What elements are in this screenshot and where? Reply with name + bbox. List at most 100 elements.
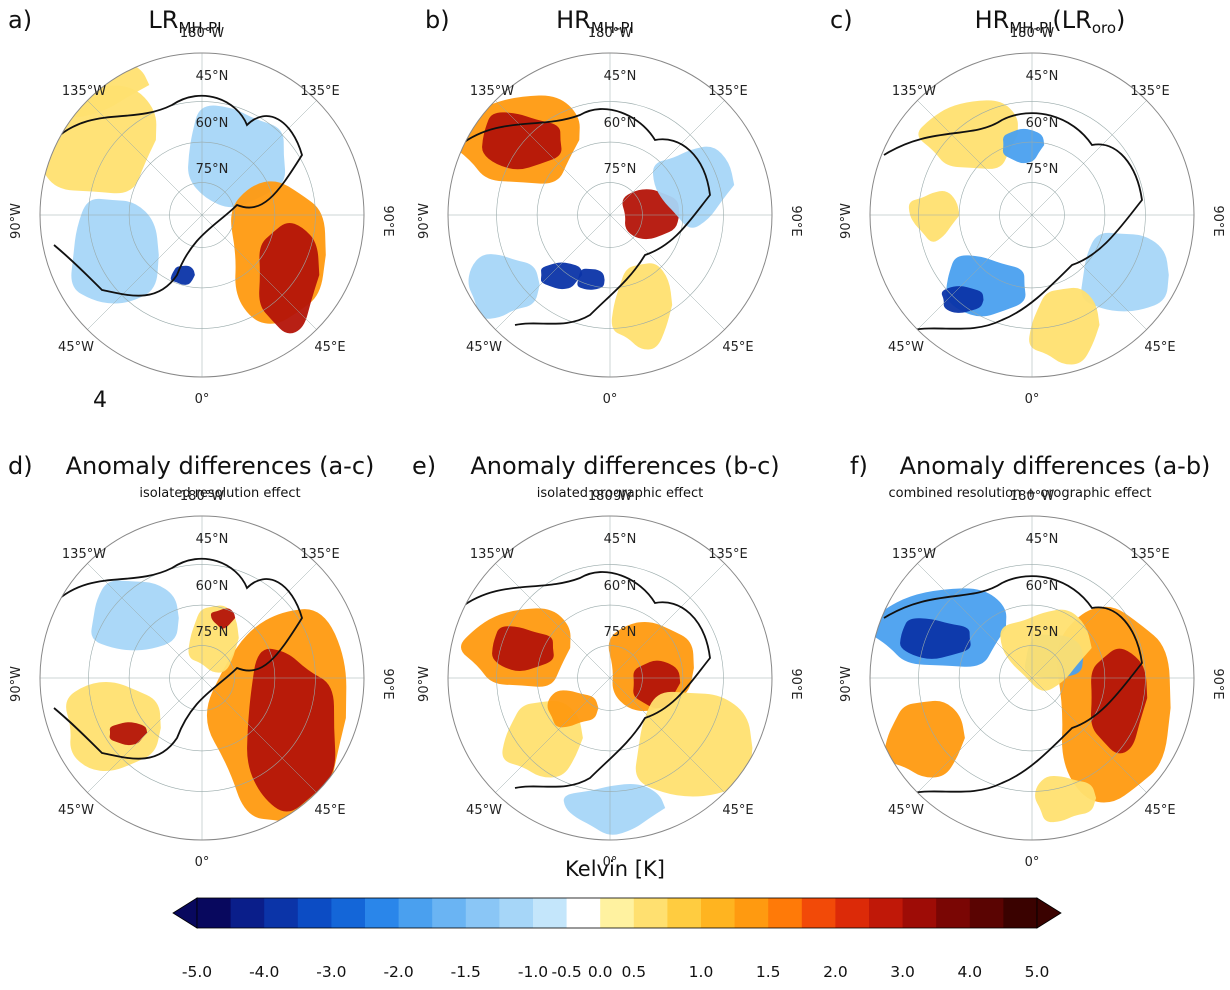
latitude-label: 60°N <box>604 116 637 131</box>
grid-label-bottom: 0° <box>1025 392 1040 407</box>
colorbar-tick-label: 3.0 <box>890 963 915 981</box>
meridian-line <box>201 214 317 330</box>
anomaly-patch <box>577 268 605 290</box>
colorbar-extend-low <box>172 897 198 929</box>
meridian-line <box>917 100 1033 216</box>
colorbar-swatch <box>264 898 299 928</box>
grid-label-top: 180°W <box>1010 26 1054 41</box>
panel-e-title: Anomaly differences (b-c) <box>470 452 780 480</box>
meridian-line <box>609 100 725 216</box>
anomaly-patch <box>1029 287 1100 365</box>
grid-label-right: 90°E <box>1210 205 1225 236</box>
colorbar-tick-label: 4.0 <box>957 963 983 981</box>
colorbar-swatch <box>667 898 702 928</box>
colorbar-tick-label: -3.0 <box>316 963 347 981</box>
colorbar-tick-label: -0.5 <box>551 963 582 981</box>
anomaly-patch <box>900 618 971 659</box>
grid-label-right: 90°E <box>788 668 803 699</box>
anomaly-patch <box>468 254 540 319</box>
panel-a-letter: a) <box>8 6 33 34</box>
colorbar-swatch <box>230 898 265 928</box>
panel-e-letter: e) <box>412 452 437 480</box>
grid-label-top: 180°W <box>1010 489 1054 504</box>
colorbar-tick-label: -2.0 <box>383 963 414 981</box>
map-border <box>447 515 773 841</box>
map-border <box>869 52 1195 378</box>
colorbar-swatch <box>398 898 433 928</box>
meridian-line <box>495 214 611 330</box>
panel-b-title: HRMH-PI <box>556 6 634 37</box>
grid-label-bl: 45°W <box>58 803 94 818</box>
colorbar-tick-label: -1.0 <box>517 963 549 981</box>
grid-label-br: 45°E <box>1144 803 1175 818</box>
colorbar-swatch <box>701 898 736 928</box>
latitude-label: 45°N <box>604 69 637 84</box>
colorbar-swatch <box>197 898 232 928</box>
grid-label-top: 180°W <box>180 489 224 504</box>
anomaly-patch <box>540 262 583 290</box>
panel-f-letter: f) <box>850 452 868 480</box>
meridian-line <box>495 100 611 216</box>
coastline <box>53 557 303 760</box>
panel-b-letter: b) <box>425 6 450 34</box>
grid-label-left: 90°W <box>9 666 24 702</box>
grid-label-right: 90°E <box>1210 668 1225 699</box>
grid-label-left: 90°W <box>417 203 432 239</box>
grid-label-top: 180°W <box>588 26 632 41</box>
panel-f-title: Anomaly differences (a-b) <box>899 452 1211 480</box>
grid-label-tr: 135°E <box>300 547 340 562</box>
colorbar-swatch <box>600 898 635 928</box>
map-border <box>39 515 365 841</box>
anomaly-patch <box>170 265 195 285</box>
anomaly-patch <box>884 700 965 778</box>
map-panel-c: 180°W 135°E 135°W 90°E 90°W 45°E 45°W 0° 45°N 60°… <box>839 26 1225 407</box>
meridian-line <box>495 563 611 679</box>
grid-label-top: 180°W <box>180 26 224 41</box>
anomaly-patch <box>109 722 148 746</box>
meridian-line <box>201 563 317 679</box>
grid-label-bottom: 0° <box>195 855 210 870</box>
colorbar-swatch <box>902 898 937 928</box>
colorbar-swatch <box>331 898 366 928</box>
colorbar-tick-label: 0.0 <box>587 963 613 981</box>
latitude-label: 45°N <box>1026 532 1059 547</box>
grid-label-bl: 45°W <box>466 803 502 818</box>
anomaly-patch <box>188 105 286 208</box>
anomaly-patch <box>1081 232 1169 312</box>
anomaly-patch <box>1035 775 1097 823</box>
grid-label-tl: 135°W <box>470 84 514 99</box>
meridian-line <box>917 677 1033 793</box>
grid-label-tr: 135°E <box>708 547 748 562</box>
anomaly-patch <box>635 691 753 797</box>
coastline <box>883 575 1143 794</box>
grid-label-bottom: 0° <box>1025 855 1040 870</box>
anomaly-patch <box>247 648 336 812</box>
grid-label-tl: 135°W <box>892 547 936 562</box>
stray-mark: 4 <box>93 388 107 413</box>
grid-label-bl: 45°W <box>466 340 502 355</box>
anomaly-patch <box>210 608 236 629</box>
coastline <box>53 94 303 297</box>
grid-label-right: 90°E <box>380 668 395 699</box>
colorbar-swatch <box>432 898 467 928</box>
panel-a-title: LRMH-PI <box>148 6 222 37</box>
map-border <box>869 515 1195 841</box>
latitude-label: 60°N <box>1026 116 1059 131</box>
map-panel-d: 180°W 135°E 135°W 90°E 90°W 45°E 45°W 0° 45°N 60°… <box>9 489 395 870</box>
grid-label-br: 45°E <box>1144 340 1175 355</box>
colorbar-tick-label: 0.5 <box>621 963 647 981</box>
colorbar-swatch <box>801 898 836 928</box>
colorbar-tick-label: 1.0 <box>688 963 714 981</box>
meridian-line <box>201 677 317 793</box>
meridian-line <box>87 100 203 216</box>
latitude-label: 60°N <box>196 579 229 594</box>
anomaly-patch <box>563 784 666 835</box>
colorbar-swatch <box>566 898 601 928</box>
coastline <box>883 112 1143 331</box>
anomaly-patch <box>941 286 984 313</box>
anomaly-patch <box>259 222 320 334</box>
anomaly-patch <box>492 626 554 671</box>
grid-label-bottom: 0° <box>195 392 210 407</box>
meridian-line <box>1031 677 1147 793</box>
